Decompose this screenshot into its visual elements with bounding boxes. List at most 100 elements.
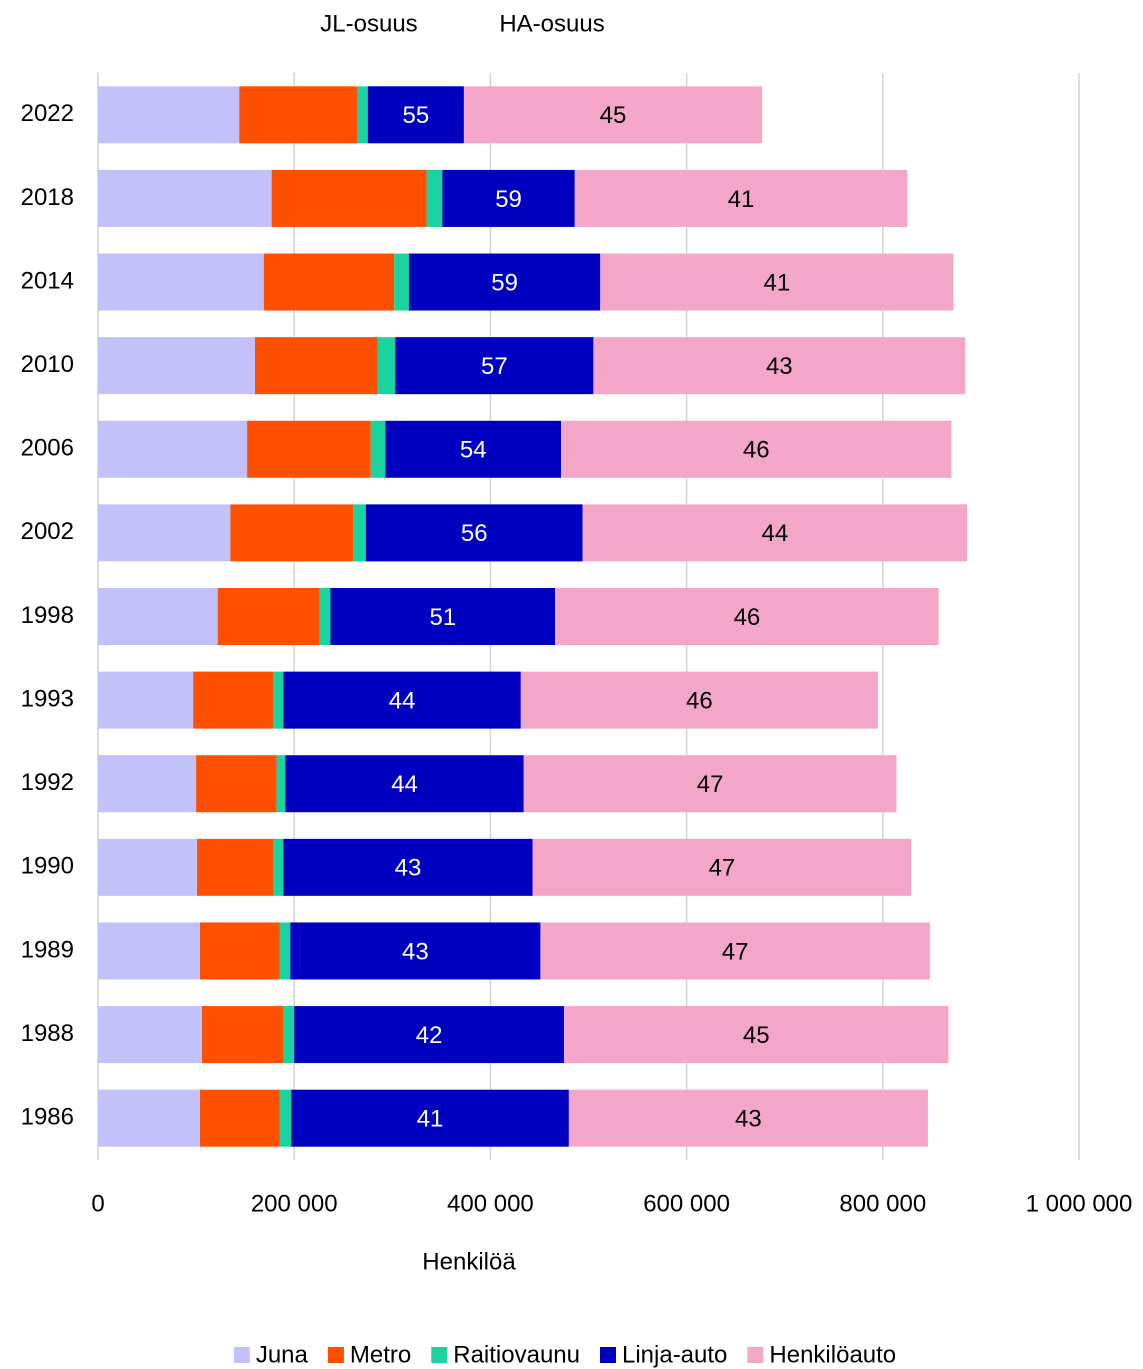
bar-segment xyxy=(290,922,541,980)
jl-share-label: 42 xyxy=(416,1022,443,1049)
legend-swatch xyxy=(327,1347,344,1363)
jl-share-label: 59 xyxy=(495,186,522,213)
legend-label: Juna xyxy=(256,1341,309,1368)
x-tick-label: 400 000 xyxy=(447,1190,534,1217)
bar-segment xyxy=(239,86,357,144)
ha-share-label: 46 xyxy=(743,437,770,464)
ha-share-label: 45 xyxy=(600,102,627,129)
jl-share-label: 57 xyxy=(481,353,508,380)
bar-segment xyxy=(523,755,897,813)
bar-segment xyxy=(98,671,194,729)
bar-segment xyxy=(247,420,371,478)
x-tick-label: 200 000 xyxy=(251,1190,338,1217)
bar-segment xyxy=(98,755,197,813)
bar-segment xyxy=(193,671,274,729)
bar-segment xyxy=(276,755,286,813)
x-axis-label: Henkilöä xyxy=(422,1248,516,1275)
y-tick-label: 1998 xyxy=(21,602,74,629)
bar-segment xyxy=(98,922,201,980)
bar-segment xyxy=(593,337,966,395)
bar-segment xyxy=(540,922,930,980)
bar-segment xyxy=(279,922,291,980)
bar-segment xyxy=(370,420,386,478)
share-header: JL-osuus xyxy=(320,10,417,37)
bar-segment xyxy=(279,1089,292,1147)
ha-share-label: 43 xyxy=(735,1106,762,1133)
bar-segment xyxy=(294,1006,564,1064)
jl-share-label: 44 xyxy=(391,771,418,798)
legend-swatch xyxy=(233,1347,250,1363)
ha-share-label: 46 xyxy=(686,687,713,714)
ha-share-label: 47 xyxy=(697,771,724,798)
bar-segment xyxy=(217,588,320,645)
bar-segment xyxy=(395,337,594,395)
legend-label: Raitiovaunu xyxy=(453,1341,580,1368)
bar-segment xyxy=(291,1089,569,1147)
bar-segment xyxy=(98,169,272,227)
y-tick-label: 1990 xyxy=(21,853,74,880)
bar-segment xyxy=(426,169,443,227)
jl-share-label: 44 xyxy=(389,687,416,714)
bar-segment xyxy=(197,838,274,896)
bar-segment xyxy=(200,922,280,980)
bar-segment xyxy=(98,337,255,395)
bar-segment xyxy=(283,1006,295,1064)
bar-segment xyxy=(200,1089,280,1147)
ha-share-label: 45 xyxy=(743,1022,770,1049)
bar-segment xyxy=(98,838,198,896)
y-tick-label: 1988 xyxy=(21,1020,74,1047)
y-tick-label: 1989 xyxy=(21,936,74,963)
bar-segment xyxy=(520,671,878,729)
jl-share-label: 43 xyxy=(402,938,429,965)
y-tick-label: 1992 xyxy=(21,769,74,796)
bar-segment xyxy=(353,504,366,562)
y-tick-label: 2018 xyxy=(21,184,74,211)
legend-swatch xyxy=(599,1347,616,1363)
bar-segment xyxy=(98,1089,201,1147)
jl-share-label: 56 xyxy=(461,520,488,547)
bar-segment xyxy=(196,755,277,813)
bar-segment xyxy=(98,1006,202,1064)
bar-segment xyxy=(230,504,354,562)
ha-share-label: 41 xyxy=(764,269,791,296)
y-tick-label: 1986 xyxy=(21,1104,74,1131)
bar-segment xyxy=(98,420,248,478)
bar-segment xyxy=(532,838,912,896)
y-tick-label: 2002 xyxy=(21,518,74,545)
bar-segment xyxy=(555,588,939,645)
jl-share-label: 43 xyxy=(395,855,422,882)
y-tick-label: 2022 xyxy=(21,100,74,127)
bar-segment xyxy=(408,253,601,311)
bar-segment xyxy=(356,86,368,144)
ha-share-label: 43 xyxy=(766,353,793,380)
bar-segment xyxy=(319,588,331,645)
x-tick-label: 0 xyxy=(91,1190,104,1217)
bar-segment xyxy=(463,86,763,144)
jl-share-label: 59 xyxy=(491,269,518,296)
bar-segment xyxy=(367,86,464,144)
jl-share-label: 41 xyxy=(417,1106,444,1133)
bar-segment xyxy=(600,253,954,311)
bar-segment xyxy=(561,420,952,478)
bar-segment xyxy=(273,838,284,896)
bar-segment xyxy=(285,755,524,813)
bar-segment xyxy=(98,86,240,144)
bar-segment xyxy=(574,169,908,227)
bar-segment xyxy=(273,671,284,729)
bar-segment xyxy=(201,1006,284,1064)
ha-share-label: 47 xyxy=(722,938,749,965)
bar-segment xyxy=(263,253,395,311)
bar-segment xyxy=(330,588,556,645)
bar-segment xyxy=(271,169,427,227)
y-tick-label: 2006 xyxy=(21,435,74,462)
bar-segment xyxy=(377,337,396,395)
ha-share-label: 46 xyxy=(734,604,761,631)
jl-share-label: 55 xyxy=(402,102,429,129)
bar-segment xyxy=(98,253,264,311)
legend-label: Henkilöauto xyxy=(769,1341,896,1368)
ha-share-label: 47 xyxy=(709,855,736,882)
bar-segment xyxy=(385,420,562,478)
bar-segment xyxy=(283,671,521,729)
y-tick-label: 2014 xyxy=(21,267,74,294)
